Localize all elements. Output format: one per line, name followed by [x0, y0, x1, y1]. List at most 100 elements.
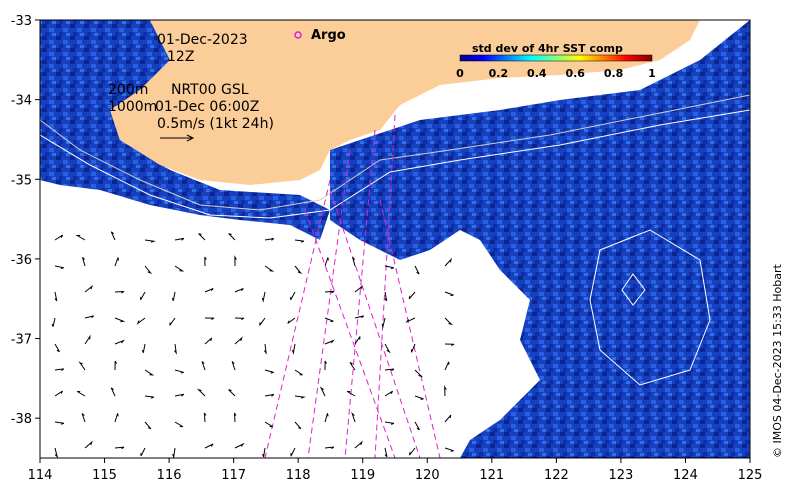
current-vector-arrow	[54, 421, 65, 425]
lon-tick-label: 120	[415, 468, 440, 483]
current-vector-arrow	[114, 360, 118, 371]
current-vector-arrow	[294, 395, 306, 399]
current-vector-arrow	[110, 387, 116, 397]
time-label: 12Z	[167, 49, 194, 65]
current-vector-arrow	[174, 369, 184, 374]
current-vector-arrow	[444, 385, 447, 397]
contour-1000m	[40, 109, 750, 219]
colorbar-tick-label: 0	[456, 67, 464, 80]
current-vector-arrow	[264, 393, 275, 397]
current-vector-arrow	[351, 411, 356, 423]
current-vector-arrow	[201, 361, 206, 371]
current-vector-arrow	[354, 440, 363, 449]
current-vector-arrow	[444, 317, 454, 326]
latitude-axis: -33 -34 -35 -36 -37 -38	[11, 14, 40, 427]
current-vector-arrow	[264, 238, 275, 241]
current-vector-arrow	[324, 413, 329, 423]
current-vector-arrow	[384, 368, 395, 372]
lon-tick-label: 121	[479, 468, 504, 483]
current-vector-arrow	[264, 421, 273, 428]
current-vector-arrow	[384, 421, 395, 425]
current-vector-arrow	[144, 369, 155, 376]
current-vector-arrow	[114, 291, 125, 294]
current-vector-arrow	[75, 235, 86, 241]
current-vector-arrow	[141, 343, 146, 353]
current-vector-arrow	[174, 421, 183, 428]
current-vector-arrow	[444, 257, 453, 267]
current-vector-arrow	[444, 447, 454, 452]
current-vector-arrow	[291, 343, 296, 355]
lat-tick-label: -37	[11, 333, 32, 348]
current-vector-arrow	[174, 237, 185, 241]
contour-eddy	[589, 229, 711, 386]
current-vector-arrow	[140, 291, 146, 301]
current-vector-arrow	[324, 446, 335, 450]
current-vector-arrow	[294, 421, 302, 430]
current-vector-arrow	[410, 343, 416, 353]
current-vector-arrow	[294, 265, 303, 275]
current-vector-arrow	[261, 291, 266, 303]
colorbar: std dev of 4hr SST comp 0 0.2 0.4 0.6 0.8 1	[456, 42, 656, 80]
current-vector-arrow	[114, 339, 126, 345]
current-vector-arrow	[228, 233, 236, 241]
argo-marker-icon	[294, 31, 302, 39]
current-vector-arrow	[259, 317, 266, 326]
lat-tick-label: -34	[11, 94, 32, 109]
lon-tick-label: 114	[28, 468, 53, 483]
colorbar-title: std dev of 4hr SST comp	[472, 42, 623, 55]
current-vector-arrow	[384, 343, 391, 354]
current-vector-arrow	[234, 412, 237, 423]
current-vector-arrow	[114, 257, 119, 267]
current-vector-arrow	[204, 256, 207, 267]
current-vector-arrow	[144, 421, 152, 430]
current-vector-arrow	[262, 447, 266, 458]
current-vector-arrow	[54, 390, 63, 397]
lon-tick-label: 124	[673, 468, 698, 483]
current-vector-arrow	[290, 291, 296, 301]
current-vector-arrow	[54, 447, 59, 458]
colorbar-tick-label: 0.4	[527, 67, 547, 80]
current-vector-arrow	[408, 291, 416, 300]
current-vector-arrow	[409, 447, 416, 456]
current-vector-arrow	[204, 287, 214, 293]
current-vector-arrow	[384, 447, 388, 458]
current-vector-arrow	[196, 388, 206, 397]
current-vector-arrow	[140, 447, 146, 457]
current-vector-arrow	[324, 360, 327, 371]
current-vector-arrow	[263, 343, 267, 355]
current-vector-arrow	[54, 291, 58, 302]
longitude-axis: 114 115 116 117 118 119 120 121 122 123 124 125	[28, 458, 762, 483]
lon-tick-label: 123	[608, 468, 633, 483]
sst-field-west	[40, 20, 330, 240]
current-vector-arrow	[204, 443, 214, 449]
current-vector-arrow	[172, 447, 176, 458]
current-vector-arrow	[352, 256, 356, 267]
current-vector-arrow	[84, 315, 95, 319]
current-vector-arrow	[228, 389, 236, 397]
lon-tick-label: 119	[350, 468, 375, 483]
current-vector-arrow	[381, 317, 386, 329]
scale-arrow	[160, 134, 195, 142]
current-vector-arrow	[324, 317, 334, 323]
colorbar-gradient	[459, 54, 653, 62]
lon-tick-label: 116	[157, 468, 182, 483]
current-vector-arrow	[114, 317, 126, 323]
contour-1000-label: 1000m	[108, 99, 157, 115]
current-vector-arrow	[174, 393, 185, 397]
current-vector-arrow	[414, 265, 420, 275]
current-vector-arrow	[234, 336, 243, 345]
current-vector-arrow	[169, 317, 176, 326]
lat-tick-label: -38	[11, 412, 32, 427]
current-vector-arrow	[444, 291, 454, 296]
current-vector-arrow	[204, 317, 215, 320]
current-vector-arrow	[290, 447, 296, 457]
current-vector-arrow	[171, 291, 176, 301]
current-vector-arrow	[81, 413, 86, 423]
date-label: 01-Dec-2023	[157, 32, 248, 48]
current-vector-arrow	[287, 317, 296, 324]
current-vector-arrow	[414, 421, 420, 431]
argo-tracks	[264, 114, 441, 458]
contour-200-label: 200m	[108, 82, 148, 98]
credit-text: © IMOS 04-Dec-2023 15:33 Hobart	[771, 263, 784, 458]
